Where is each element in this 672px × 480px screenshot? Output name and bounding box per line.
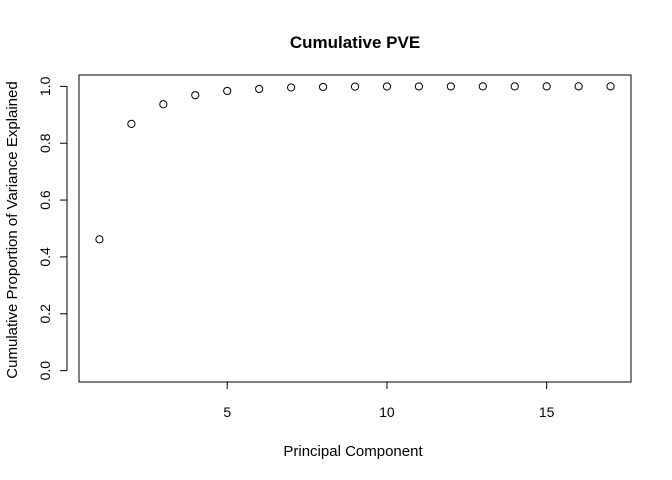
- data-point: [478, 82, 487, 91]
- x-tick-label: 10: [379, 404, 395, 420]
- data-point: [318, 82, 328, 92]
- data-points: [95, 82, 615, 244]
- y-tick-label: 0.4: [37, 247, 53, 267]
- data-point: [223, 86, 232, 96]
- x-axis: 5 10 15: [223, 381, 555, 420]
- data-point: [542, 82, 551, 91]
- data-point: [574, 82, 583, 91]
- data-point: [606, 82, 615, 91]
- x-axis-label: Principal Component: [283, 443, 423, 460]
- data-point: [95, 235, 104, 244]
- data-point: [191, 91, 200, 100]
- x-tick-label: 15: [539, 404, 555, 420]
- data-point: [414, 82, 423, 91]
- y-tick-label: 0.0: [37, 361, 53, 381]
- y-axis-label: Cumulative Proportion of Variance Explai…: [4, 81, 21, 378]
- data-point: [287, 83, 296, 92]
- data-point: [350, 82, 360, 91]
- data-point: [510, 82, 519, 91]
- y-tick-label: 1.0: [37, 76, 53, 96]
- data-point: [127, 119, 136, 128]
- data-point: [446, 82, 455, 91]
- y-axis: 0.0 0.2 0.4 0.6 0.8 1.0: [37, 76, 68, 381]
- y-tick-label: 0.6: [37, 190, 53, 210]
- y-tick-label: 0.2: [37, 304, 53, 324]
- plot-frame: [78, 74, 632, 383]
- y-tick-label: 0.8: [37, 133, 53, 153]
- chart-title: Cumulative PVE: [290, 33, 420, 52]
- data-point: [159, 100, 168, 109]
- x-tick-label: 5: [223, 404, 231, 420]
- data-point: [255, 84, 264, 94]
- data-point: [382, 82, 392, 91]
